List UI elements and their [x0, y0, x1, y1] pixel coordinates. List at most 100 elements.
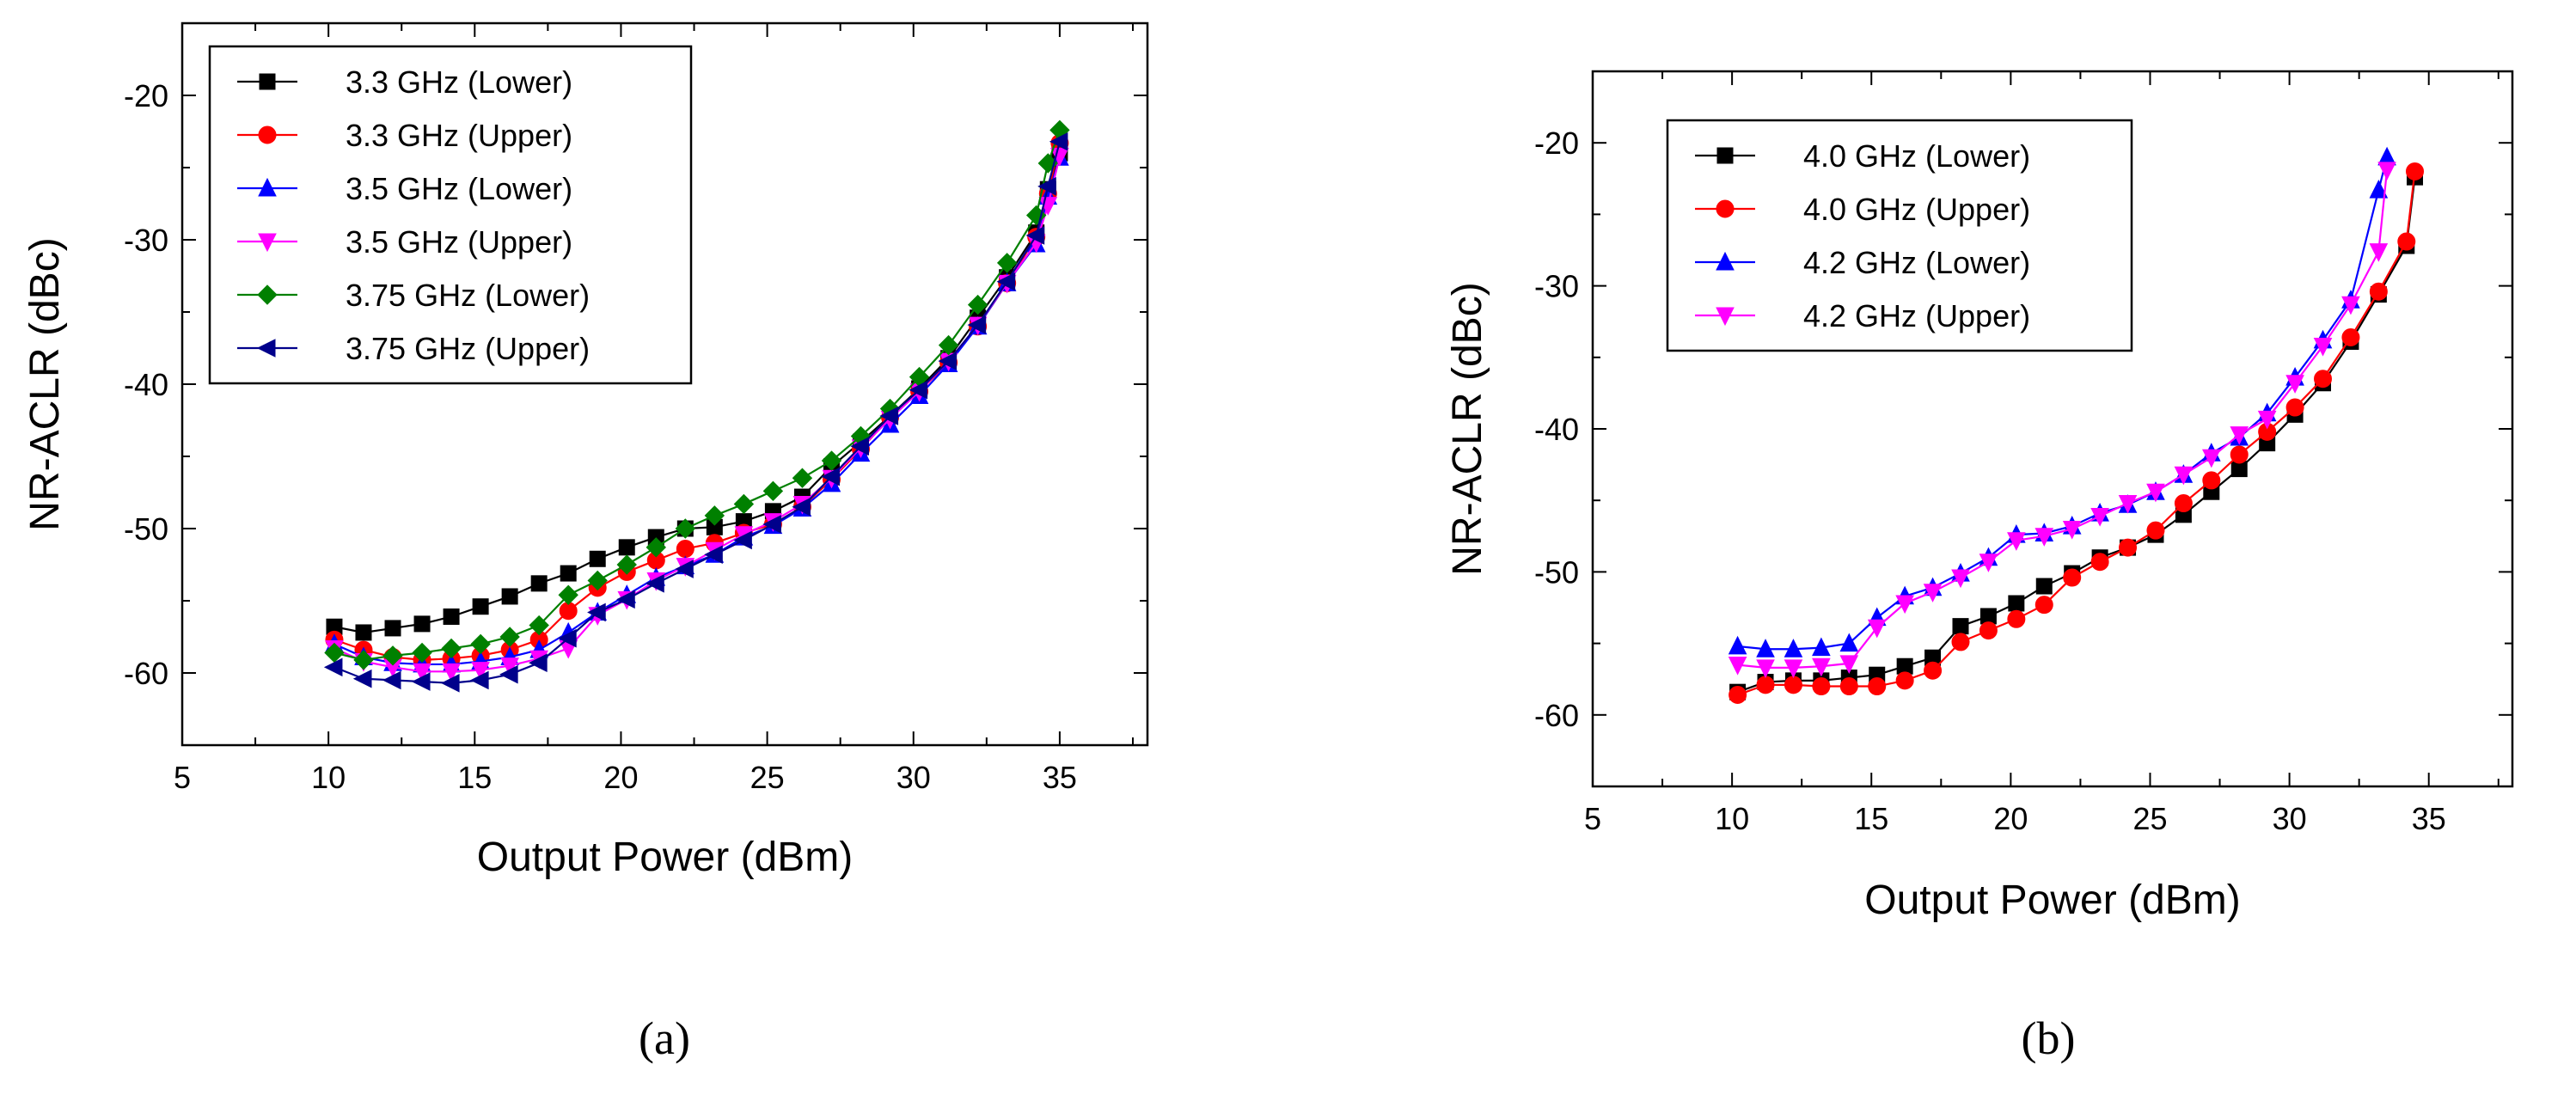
data-point [382, 670, 401, 690]
data-point [1049, 131, 1068, 151]
data-point [355, 624, 372, 641]
y-tick-label: -60 [1534, 698, 1579, 733]
data-point [704, 505, 725, 526]
series-4-2-ghz-upper- [1728, 162, 2396, 679]
data-point [967, 294, 988, 315]
data-point [2369, 243, 2389, 262]
y-tick-label: -40 [124, 367, 168, 402]
y-tick-label: -30 [1534, 269, 1579, 304]
legend-box [1666, 119, 2133, 352]
data-point [1868, 677, 1887, 696]
data-point [472, 598, 489, 615]
legend-label: 3.3 GHz (Lower) [346, 64, 572, 100]
data-point [2146, 483, 2165, 503]
x-tick-label: 20 [1993, 801, 2028, 836]
data-point [469, 670, 489, 690]
data-point [500, 657, 519, 676]
data-point [2369, 282, 2388, 301]
legend-marker [257, 284, 278, 305]
data-point [441, 638, 462, 659]
data-point [2314, 370, 2333, 388]
legend-label: 3.5 GHz (Upper) [346, 224, 572, 260]
data-point [2062, 520, 2082, 540]
legend-label: 3.5 GHz (Lower) [346, 171, 572, 206]
data-point [938, 334, 959, 356]
y-tick-label: -20 [124, 78, 168, 113]
data-point [2313, 337, 2333, 357]
data-point [1756, 639, 1775, 657]
data-point [1952, 618, 1969, 635]
data-point [411, 672, 431, 691]
data-point [2119, 538, 2138, 557]
data-point [1895, 595, 1914, 615]
chart-panel-a: 5 10 15 20 25 30 35 -60 -50 -40 -30 -20 Output Power… [22, 21, 1149, 1064]
data-point [589, 550, 606, 567]
data-point [704, 545, 723, 565]
data-point [382, 645, 403, 666]
x-tick-label: 20 [603, 760, 638, 795]
data-point [440, 673, 460, 693]
data-point [2063, 568, 2082, 587]
data-point [1729, 686, 1747, 705]
x-tick-label: 15 [1854, 801, 1888, 836]
data-point [2202, 449, 2221, 468]
data-point [1784, 659, 1803, 679]
data-point [996, 272, 1016, 291]
data-point [2174, 466, 2194, 486]
data-point [2146, 521, 2165, 540]
data-point [1037, 177, 1056, 196]
x-tick-label: 5 [174, 760, 191, 795]
data-point [2174, 494, 2193, 513]
data-point [1812, 637, 1831, 657]
y-axis-title: NR-ACLR (dBc) [1445, 282, 1490, 575]
data-point [616, 554, 637, 575]
data-point [2397, 232, 2416, 251]
data-point [558, 584, 578, 605]
data-point [2090, 508, 2109, 527]
legend-label: 3.75 GHz (Lower) [346, 278, 590, 313]
y-tick-label: -60 [124, 656, 168, 691]
y-axis-title: NR-ACLR (dBc) [22, 237, 68, 530]
data-point [1839, 677, 1858, 696]
y-tick-label: -50 [124, 511, 168, 547]
data-point [501, 588, 518, 605]
data-point [2230, 445, 2249, 464]
data-point [1867, 619, 1887, 639]
chart-panel-b: 5 10 15 20 25 30 35 -60 -50 -40 -30 -20 Output Power… [1445, 70, 2514, 1064]
data-point [2007, 532, 2026, 551]
y-tick-label: -40 [1534, 412, 1579, 447]
x-tick-label: 25 [2132, 801, 2167, 836]
data-point [2341, 296, 2360, 315]
legend-marker [258, 125, 277, 144]
data-point [1839, 655, 1859, 675]
legend: 3.3 GHz (Lower) 3.3 GHz (Upper) 3.5 GHz (L… [208, 45, 693, 385]
legend-label: 4.2 GHz (Lower) [1803, 245, 2030, 280]
data-point [792, 468, 813, 488]
data-point [471, 662, 490, 681]
data-point [2230, 426, 2249, 445]
x-tick-label: 15 [457, 760, 492, 795]
data-point [646, 574, 664, 593]
data-point [2369, 179, 2389, 199]
panel-label: (a) [639, 1012, 690, 1064]
data-point [967, 315, 987, 334]
data-point [558, 628, 577, 648]
data-point [530, 575, 548, 592]
data-point [733, 493, 755, 515]
legend-marker [256, 339, 276, 358]
data-point [792, 497, 811, 517]
y-tick-label: -30 [124, 223, 168, 258]
panel-label: (b) [2022, 1012, 2076, 1064]
data-point [2007, 609, 2026, 628]
series-3-75-ghz-upper- [323, 131, 1068, 693]
data-point [442, 663, 461, 682]
data-point [353, 650, 374, 670]
data-point [938, 352, 958, 370]
x-tick-label: 5 [1584, 801, 1601, 836]
data-point [2034, 596, 2053, 615]
data-point [1951, 569, 1970, 589]
data-point [2090, 553, 2109, 572]
legend-label: 4.0 GHz (Upper) [1803, 192, 2030, 227]
data-point [616, 590, 635, 609]
data-point [413, 615, 431, 633]
